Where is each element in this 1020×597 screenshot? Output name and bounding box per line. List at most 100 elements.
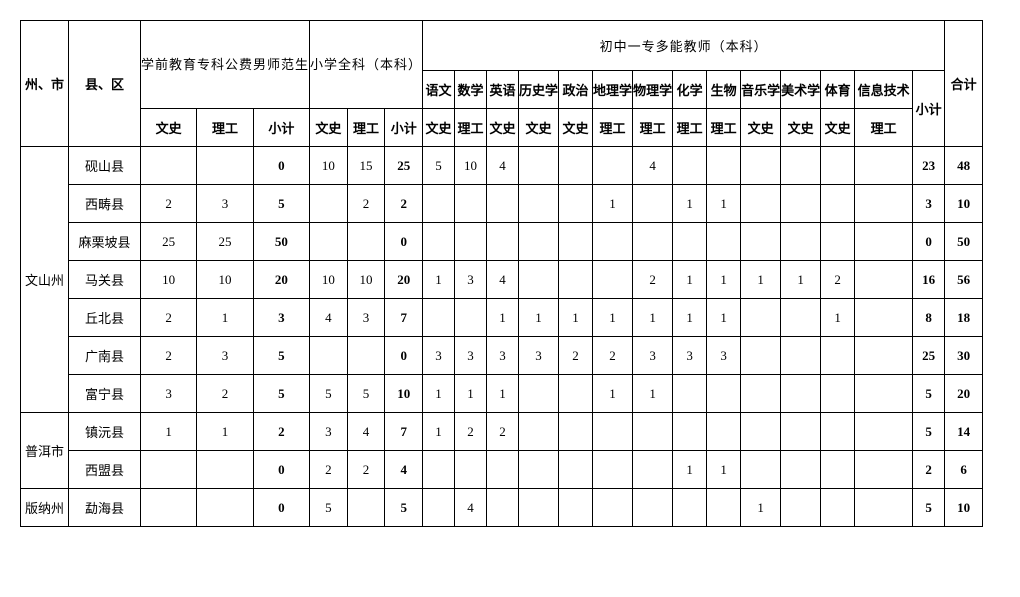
data-cell: 15 [347,147,385,185]
data-cell: 2 [253,413,309,451]
data-cell [559,489,593,527]
data-cell [741,451,781,489]
data-cell: 0 [385,223,423,261]
data-cell: 3 [347,299,385,337]
data-cell: 5 [347,375,385,413]
data-cell [673,147,707,185]
hdr-pre-ligong: 理工 [197,109,253,147]
hdr-wuli-sub: 理工 [633,109,673,147]
hdr-meishuxue: 美术学 [781,71,821,109]
data-cell [855,147,913,185]
data-cell: 2 [455,413,487,451]
data-cell: 1 [593,299,633,337]
data-cell [455,185,487,223]
data-cell [633,451,673,489]
data-cell [781,451,821,489]
hdr-county: 县、区 [69,21,141,147]
hdr-primary-group: 小学全科（本科） [310,21,423,109]
table-body: 文山州砚山县0101525510442348西畴县23522111310麻栗坡县… [21,147,983,527]
region-cell: 文山州 [21,147,69,413]
data-cell: 3 [197,185,253,223]
data-cell: 3 [423,337,455,375]
data-cell [821,489,855,527]
data-cell [673,223,707,261]
data-cell: 10 [455,147,487,185]
data-cell: 25 [141,223,197,261]
data-cell [559,413,593,451]
data-cell: 3 [197,337,253,375]
hdr-wulixue: 物理学 [633,71,673,109]
hdr-preschool-group: 学前教育专科公费男师范生 [141,21,310,109]
data-cell [707,413,741,451]
table-row: 普洱市镇沅县112347122514 [21,413,983,451]
data-cell [141,451,197,489]
data-cell: 2 [347,185,385,223]
data-cell [781,337,821,375]
data-cell [423,223,455,261]
data-cell [781,489,821,527]
table-row: 广南县23503333223332530 [21,337,983,375]
data-cell [347,337,385,375]
data-cell [633,489,673,527]
table-row: 丘北县21343711111111818 [21,299,983,337]
data-cell: 1 [707,451,741,489]
data-cell: 1 [455,375,487,413]
data-cell: 4 [455,489,487,527]
hdr-lishi-sub: 文史 [519,109,559,147]
data-cell: 2 [633,261,673,299]
data-cell: 5 [423,147,455,185]
data-cell [855,261,913,299]
data-cell [519,375,559,413]
data-cell [487,223,519,261]
data-cell: 56 [945,261,983,299]
data-cell [423,299,455,337]
hdr-shengwu-sub: 理工 [707,109,741,147]
data-cell [821,451,855,489]
hdr-huaxue-sub: 理工 [673,109,707,147]
data-cell [141,489,197,527]
data-cell [593,489,633,527]
data-cell: 6 [945,451,983,489]
data-cell [821,375,855,413]
data-cell: 10 [310,261,348,299]
data-cell: 1 [487,299,519,337]
data-cell [423,185,455,223]
data-cell [633,185,673,223]
county-cell: 麻栗坡县 [69,223,141,261]
data-cell: 5 [385,489,423,527]
hdr-yingyu: 英语 [487,71,519,109]
hdr-shuxue-sub: 理工 [455,109,487,147]
data-cell [559,185,593,223]
data-cell: 2 [593,337,633,375]
data-cell [855,223,913,261]
data-cell: 4 [633,147,673,185]
data-cell [519,451,559,489]
data-cell: 2 [141,185,197,223]
data-cell [855,337,913,375]
hdr-shuxue: 数学 [455,71,487,109]
data-cell: 1 [707,261,741,299]
hdr-dilixue: 地理学 [593,71,633,109]
data-cell: 0 [913,223,945,261]
data-cell: 5 [253,375,309,413]
data-cell [821,185,855,223]
hdr-yuwen: 语文 [423,71,455,109]
data-cell [519,223,559,261]
hdr-xinxi-sub: 理工 [855,109,913,147]
data-cell: 1 [673,451,707,489]
data-cell: 10 [310,147,348,185]
data-cell [855,185,913,223]
data-cell: 10 [385,375,423,413]
data-cell [781,299,821,337]
data-cell: 3 [707,337,741,375]
hdr-shengwu: 生物 [707,71,741,109]
data-cell: 1 [673,261,707,299]
data-cell [487,185,519,223]
data-cell [347,223,385,261]
data-cell: 23 [913,147,945,185]
table-row: 马关县1010201010201342111121656 [21,261,983,299]
data-cell: 3 [633,337,673,375]
data-cell [673,413,707,451]
hdr-yuwen-sub: 文史 [423,109,455,147]
data-cell: 20 [945,375,983,413]
